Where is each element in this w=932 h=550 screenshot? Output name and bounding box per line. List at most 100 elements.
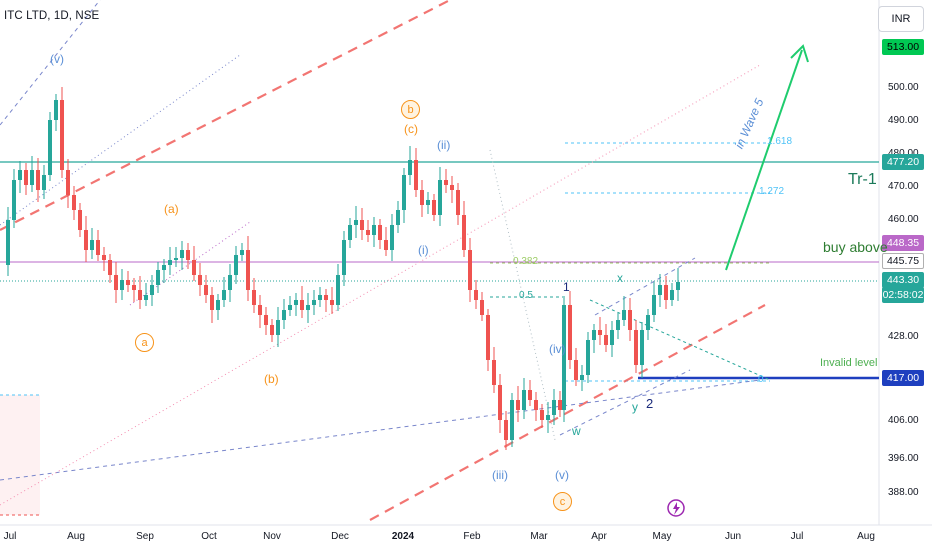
- candle-body: [592, 330, 596, 340]
- candle-body: [228, 275, 232, 290]
- candle-body: [522, 390, 526, 410]
- candle-body: [462, 215, 466, 250]
- candle-body: [562, 305, 566, 410]
- candle-body: [492, 360, 496, 385]
- shaded-zone: [0, 395, 40, 515]
- price-tick: 480.00: [888, 148, 919, 159]
- symbol-title[interactable]: ITC LTD, 1D, NSE: [4, 10, 100, 22]
- candle-body: [480, 300, 484, 315]
- wave-label-iii: (iii): [492, 468, 508, 482]
- candle-body: [504, 420, 508, 440]
- wave-label-2: 2: [646, 396, 654, 411]
- candle-body: [36, 170, 40, 190]
- price-tick: 470.00: [888, 181, 919, 192]
- candle-body: [120, 280, 124, 290]
- candle-body: [18, 170, 22, 180]
- price-tick: 406.00: [888, 415, 919, 426]
- candle-body: [222, 290, 226, 300]
- candle-body: [66, 170, 70, 195]
- time-tick: Jul: [790, 531, 804, 542]
- channel-lower-line: [369, 304, 766, 521]
- forecast-arrow-shaft: [725, 49, 803, 271]
- time-tick: 2024: [391, 531, 415, 542]
- time-tick: Aug: [857, 531, 875, 542]
- candle-body: [276, 320, 280, 335]
- candle-body: [102, 255, 106, 260]
- candle-body: [568, 305, 572, 360]
- blue-channel-lower: [0, 379, 761, 481]
- candle-body: [390, 225, 394, 250]
- candle-body: [288, 305, 292, 310]
- candle-body: [622, 310, 626, 320]
- candle-body: [30, 170, 34, 185]
- candle-body: [192, 260, 196, 275]
- candle-body: [264, 315, 268, 325]
- candle-body: [384, 240, 388, 250]
- candle-body: [186, 250, 190, 260]
- time-tick: Nov: [263, 531, 281, 542]
- time-tick: Apr: [591, 531, 607, 542]
- candle-body: [42, 175, 46, 190]
- time-tick: May: [652, 531, 672, 542]
- currency-button[interactable]: INR: [878, 6, 924, 32]
- candle-body: [162, 265, 166, 270]
- candle-body: [658, 285, 662, 295]
- candle-body: [540, 410, 544, 420]
- candle-body: [204, 285, 208, 295]
- candle-body: [198, 275, 202, 285]
- candle-body: [456, 190, 460, 215]
- price-tick: 388.00: [888, 487, 919, 498]
- wave-label-a-circle: a: [135, 333, 154, 352]
- candle-body: [294, 300, 298, 305]
- forecast-arrow-head: [790, 44, 809, 63]
- lightning-event-icon[interactable]: [667, 499, 685, 517]
- candle-body: [474, 290, 478, 300]
- fib-0-label: 0: [758, 374, 764, 385]
- candle-body: [114, 275, 118, 290]
- candle-body: [72, 195, 76, 210]
- candle-body: [216, 300, 220, 310]
- candle-body: [48, 120, 52, 175]
- candle-body: [156, 270, 160, 285]
- wave-label-a-paren: (a): [164, 202, 179, 216]
- candle-body: [468, 250, 472, 290]
- candle-body: [354, 220, 358, 225]
- candle-body: [604, 335, 608, 345]
- candle-body: [534, 400, 538, 410]
- candle-body: [138, 290, 142, 300]
- candle-body: [498, 385, 502, 420]
- candle-body: [180, 250, 184, 258]
- candle-body: [396, 210, 400, 225]
- candle-body: [450, 185, 454, 190]
- buy-level-badge: 445.75: [882, 253, 924, 269]
- dotted-line-fan: [589, 299, 771, 381]
- candle-body: [372, 225, 376, 235]
- candle-body: [312, 300, 316, 305]
- candle-body: [366, 230, 370, 235]
- candle-body: [210, 295, 214, 310]
- time-tick: Jun: [724, 531, 742, 542]
- candle-body: [342, 240, 346, 275]
- candle-body: [676, 282, 680, 290]
- fib-1618-label: 1.618: [767, 136, 793, 147]
- candle-body: [616, 320, 620, 330]
- time-tick: Dec: [331, 531, 349, 542]
- candle-body: [84, 230, 88, 250]
- candle-body: [132, 285, 136, 290]
- wave-label-w: w: [572, 424, 581, 438]
- candle-body: [670, 290, 674, 300]
- candle-body: [402, 175, 406, 210]
- candle-body: [90, 240, 94, 250]
- candle-body: [574, 360, 578, 380]
- candle-body: [108, 260, 112, 275]
- wave-label-x: x: [617, 271, 623, 285]
- candle-body: [610, 330, 614, 345]
- candle-body: [432, 200, 436, 215]
- candle-body: [96, 240, 100, 255]
- candle-body: [546, 415, 550, 420]
- candle-body: [348, 225, 352, 240]
- fib-05-label: 0.5: [519, 290, 533, 301]
- candle-body: [378, 225, 382, 240]
- dotted-line-a: [129, 221, 251, 306]
